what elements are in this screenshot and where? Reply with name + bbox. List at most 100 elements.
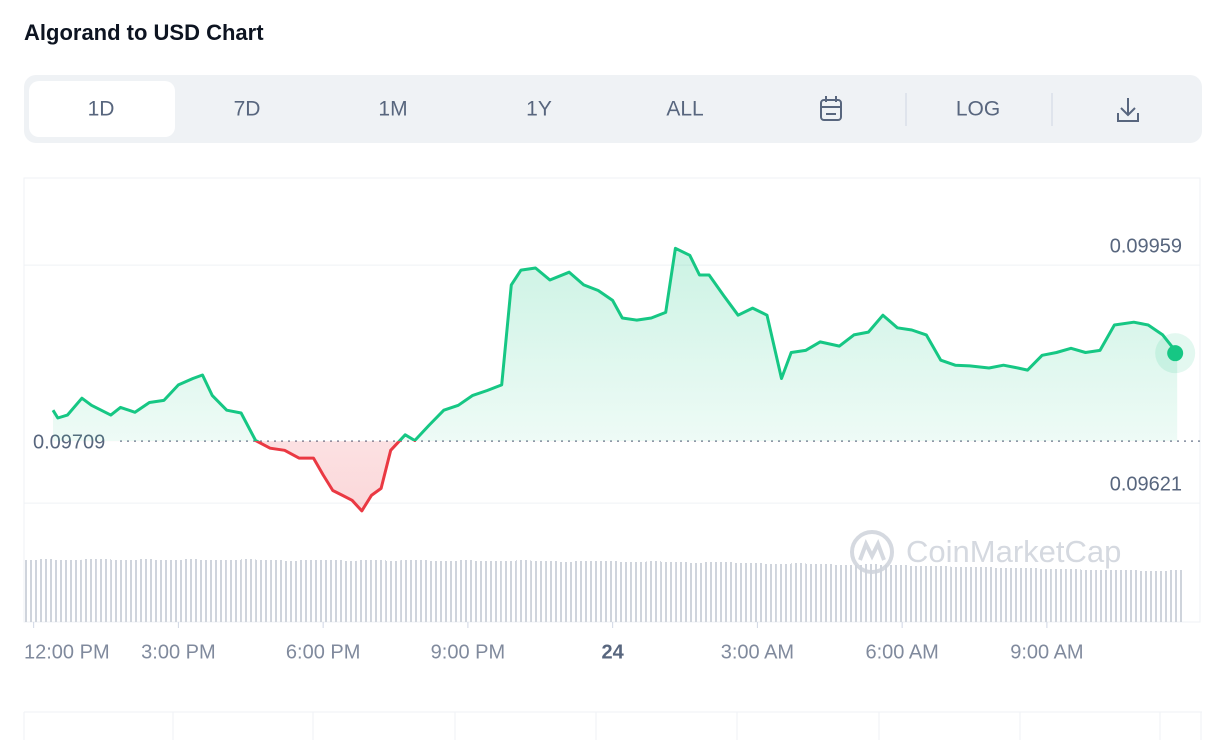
volume-bar (733, 563, 748, 622)
volume-bar (110, 560, 126, 622)
volume-bar (892, 565, 907, 622)
volume-bar (906, 566, 922, 622)
tab[interactable]: 1Y (526, 98, 552, 121)
volume-bar (356, 560, 372, 622)
volume-bar (718, 562, 734, 622)
volume-bar (979, 567, 994, 622)
volume-bar (414, 560, 430, 622)
x-tick-label: 12:00 PM (24, 641, 110, 663)
volume-bar (791, 563, 806, 622)
volume-bar (38, 559, 53, 622)
volume-bar (660, 562, 676, 622)
volume-bar (212, 560, 227, 622)
volume-bar (96, 559, 111, 622)
volume-bar (255, 560, 271, 622)
volume-bar (139, 559, 155, 622)
volume-bar (226, 560, 242, 622)
volume-bar (125, 560, 140, 622)
volume-bar (400, 560, 415, 622)
volume-bar (617, 562, 632, 622)
volume-bar (950, 567, 965, 622)
table-dividers (23, 712, 1202, 740)
x-tick-label: 3:00 PM (141, 641, 215, 663)
volume-bar (183, 559, 198, 622)
volume-bar (284, 561, 300, 622)
area-up (53, 248, 1178, 442)
volume-bar (1022, 568, 1038, 622)
last-point (1167, 345, 1184, 362)
volume-bar (299, 560, 314, 622)
volume-bar (776, 564, 792, 622)
volume-bar (1008, 568, 1023, 622)
volume-bar (487, 561, 502, 622)
volume-bar (1066, 569, 1081, 622)
chart-title: Algorand to USD Chart (24, 20, 264, 45)
volume-bar (689, 563, 705, 622)
volume-bar (1080, 570, 1096, 622)
watermark-text: CoinMarketCap (906, 534, 1121, 569)
volume-bar (385, 561, 401, 622)
volume-bar (342, 561, 357, 622)
y-tick-label: 0.09959 (1110, 235, 1182, 257)
volume-bar (747, 563, 763, 622)
tab-selected (29, 81, 175, 137)
watermark: CoinMarketCap (850, 530, 1121, 574)
volume-bar (805, 564, 821, 622)
volume-bar (603, 561, 618, 622)
volume-bar (270, 560, 285, 622)
log-button[interactable]: LOG (956, 98, 1000, 121)
volume-bar (67, 560, 82, 622)
calendar-icon[interactable] (820, 96, 842, 121)
volume-bar (154, 560, 169, 622)
tab[interactable]: 7D (234, 98, 261, 121)
volume-bar (820, 564, 835, 622)
volume-bar (1124, 570, 1139, 622)
tab[interactable]: 1D (88, 98, 115, 121)
volume-bar (197, 560, 213, 622)
volume-bar (530, 561, 546, 622)
volume-bar (168, 560, 184, 622)
volume-bar (921, 566, 936, 622)
volume-bar (327, 560, 343, 622)
volume-bar (762, 564, 777, 622)
volume-bar (559, 562, 575, 622)
volume-bar (646, 561, 661, 622)
area-down (53, 441, 1178, 511)
volume-bar (631, 562, 647, 622)
volume-bar (501, 561, 517, 622)
volume-bar (1138, 571, 1154, 622)
tab[interactable]: 1M (378, 98, 407, 121)
volume-bar (516, 560, 531, 622)
volume-bar (1109, 570, 1125, 622)
volume-bar (545, 561, 560, 622)
volume-bar (1153, 571, 1168, 622)
x-tick-label: 24 (602, 641, 625, 663)
volume-bar (1167, 570, 1182, 622)
tab[interactable]: ALL (666, 98, 703, 121)
volume-bar (458, 560, 473, 622)
x-tick-label: 3:00 AM (721, 641, 794, 663)
volume-bar (24, 560, 39, 622)
x-tick-label: 6:00 AM (865, 641, 938, 663)
volume-bar (675, 562, 690, 622)
volume-bar (1037, 569, 1052, 622)
price-line (51, 246, 1179, 442)
x-tick-label: 9:00 PM (431, 641, 505, 663)
volume-bar (313, 560, 328, 622)
toolbar (24, 75, 1202, 143)
volume-bar (849, 565, 864, 622)
y-tick-label: 0.09621 (1110, 473, 1182, 495)
download-icon[interactable] (1117, 98, 1139, 122)
volume-bar (834, 565, 850, 622)
volume-bar (1095, 570, 1110, 622)
volume-bar (574, 561, 589, 622)
volume-bar (52, 560, 68, 622)
volume-bar (863, 564, 879, 622)
volume-bar (935, 566, 951, 622)
x-tick-label: 9:00 AM (1010, 641, 1083, 663)
volume-bar (588, 561, 603, 622)
volume-bar (1051, 569, 1067, 622)
volume-bar (371, 560, 386, 622)
volume-bar (964, 567, 980, 622)
